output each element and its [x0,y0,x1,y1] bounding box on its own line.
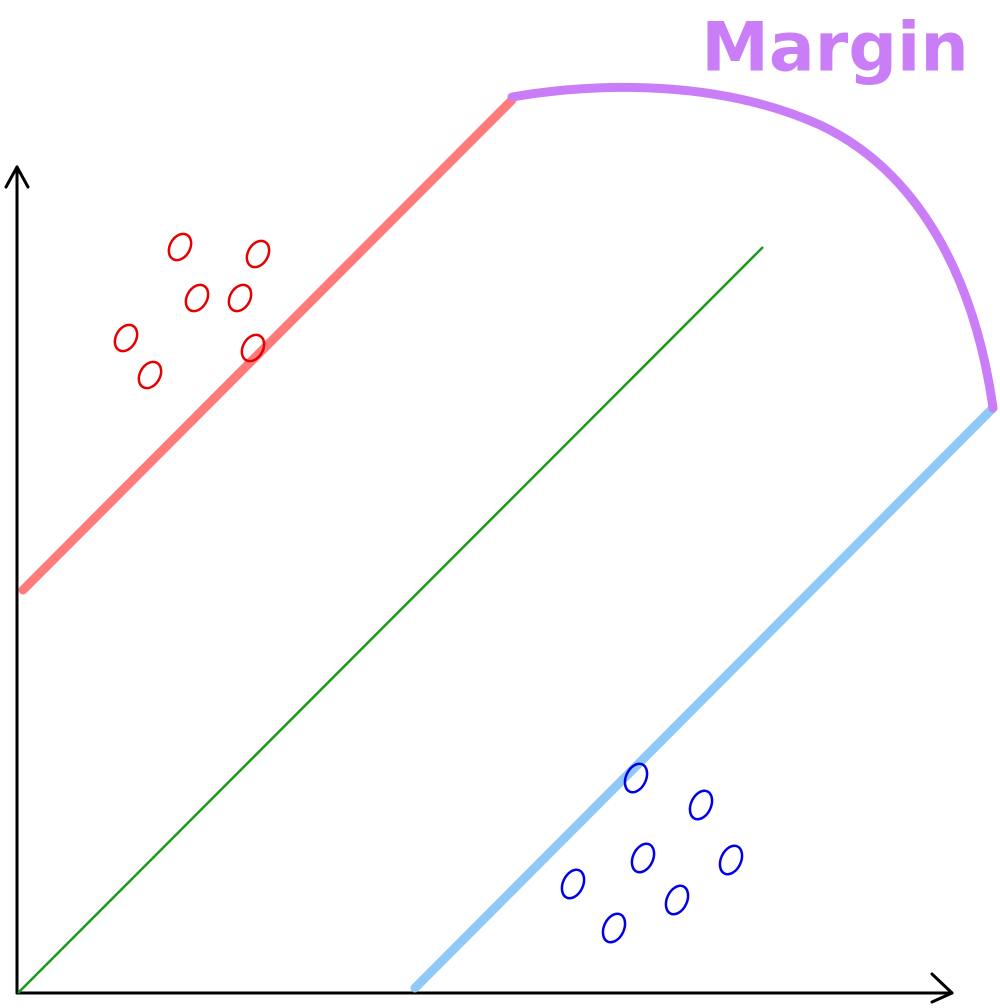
y-axis-arrow [4,165,30,189]
red-point [245,239,271,269]
upper-margin-line [18,95,517,595]
blue-point [718,844,744,876]
x-axis-arrow [930,972,954,1004]
red-point [137,360,163,390]
red-point [227,283,253,313]
margin-label: Margin [701,9,968,88]
blue-points [560,762,744,944]
blue-point [623,762,649,794]
red-point [184,283,210,313]
red-points [113,232,271,390]
axes [4,165,954,1004]
decision-boundary [17,246,764,994]
blue-point [630,842,656,874]
red-point [113,323,139,353]
red-point [167,232,193,262]
blue-point [601,912,627,944]
red-point [240,333,266,363]
margin-arc [507,82,998,413]
blue-point [664,884,690,916]
blue-point [560,868,586,900]
lower-margin-line [410,403,998,993]
blue-point [688,789,714,821]
